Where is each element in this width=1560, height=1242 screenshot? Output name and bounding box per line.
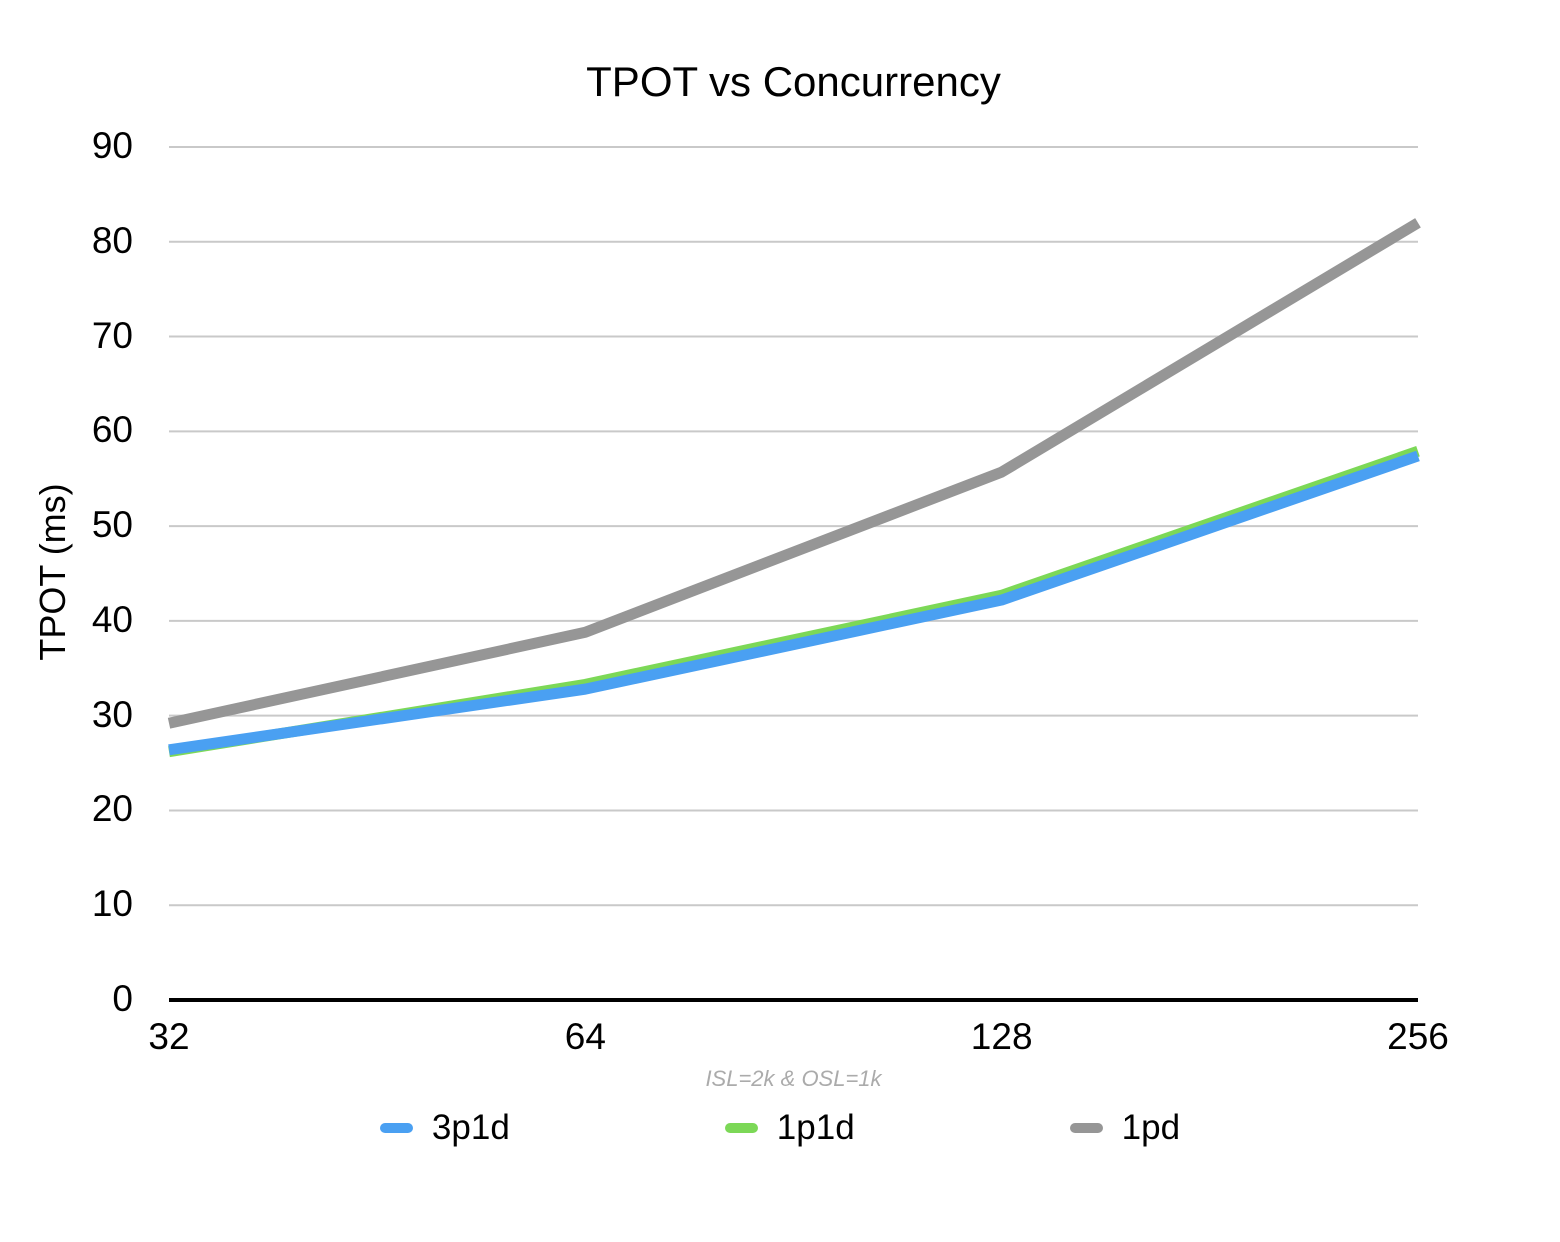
y-tick-label: 20 bbox=[91, 788, 133, 830]
x-axis-caption: ISL=2k & OSL=1k bbox=[705, 1066, 882, 1091]
legend-swatch-3p1d bbox=[379, 1123, 413, 1133]
y-tick-label: 30 bbox=[91, 693, 133, 735]
series-line-1p1d bbox=[168, 446, 1420, 758]
chart-title: TPOT vs Concurrency bbox=[586, 58, 1001, 105]
legend-item-3p1d: 3p1d bbox=[379, 1108, 510, 1148]
x-tick-label: 64 bbox=[564, 1016, 606, 1057]
legend-label: 3p1d bbox=[431, 1108, 510, 1147]
y-tick-label: 80 bbox=[91, 219, 133, 261]
y-tick-label: 10 bbox=[91, 883, 133, 925]
legend: 3p1d 1p1d 1pd bbox=[0, 1108, 1560, 1148]
y-tick-label: 60 bbox=[91, 409, 133, 451]
y-tick-label: 40 bbox=[91, 599, 133, 641]
y-tick-label: 0 bbox=[112, 978, 133, 1020]
y-tick-label: 90 bbox=[91, 125, 133, 167]
series-line-3p1d bbox=[168, 450, 1420, 756]
x-tick-label: 32 bbox=[148, 1016, 190, 1057]
legend-label: 1pd bbox=[1121, 1108, 1181, 1147]
y-tick-label: 50 bbox=[91, 504, 133, 546]
x-tick-label: 128 bbox=[970, 1016, 1033, 1057]
series-line-1pd bbox=[167, 218, 1421, 729]
legend-swatch-1p1d bbox=[724, 1123, 758, 1133]
legend-swatch-1pd bbox=[1069, 1123, 1103, 1133]
legend-label: 1p1d bbox=[776, 1108, 855, 1147]
legend-item-1p1d: 1p1d bbox=[724, 1108, 855, 1148]
legend-item-1pd: 1pd bbox=[1069, 1108, 1181, 1148]
y-tick-label: 70 bbox=[91, 314, 133, 356]
x-tick-label: 256 bbox=[1387, 1016, 1449, 1057]
